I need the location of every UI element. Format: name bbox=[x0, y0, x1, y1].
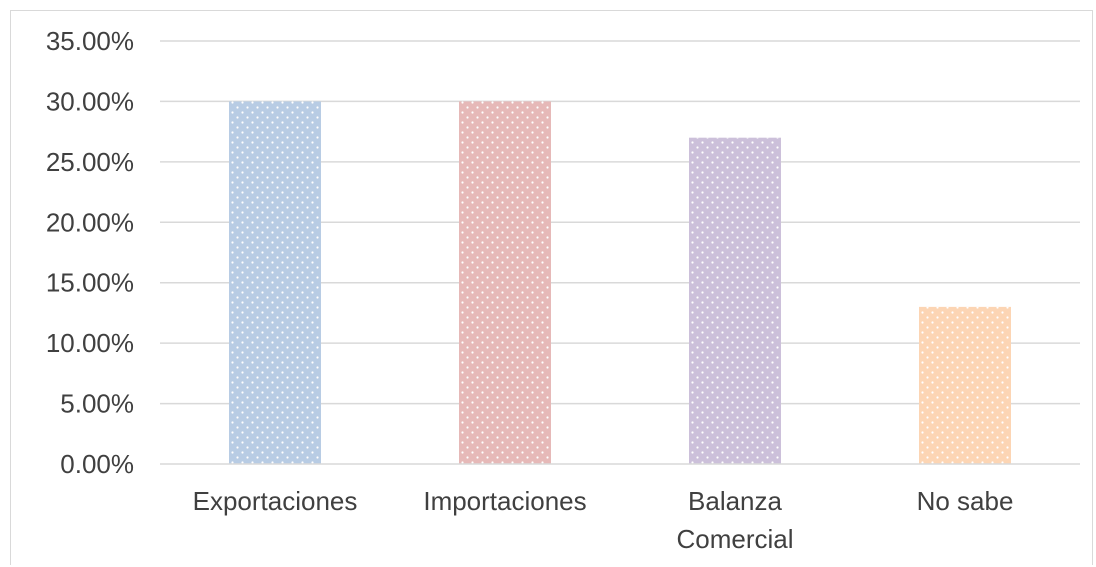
bar-dot-pattern bbox=[229, 101, 321, 464]
y-tick-label: 35.00% bbox=[46, 26, 134, 56]
y-tick-label: 20.00% bbox=[46, 207, 134, 237]
bars bbox=[229, 101, 1011, 464]
bar bbox=[689, 137, 781, 464]
y-tick-label: 0.00% bbox=[60, 449, 134, 479]
chart-frame bbox=[10, 10, 1093, 565]
x-axis-labels: Exportaciones Importaciones Balanza Comerci… bbox=[193, 486, 1014, 554]
bar bbox=[459, 101, 551, 464]
y-tick-label: 15.00% bbox=[46, 268, 134, 298]
x-tick-label: Balanza bbox=[688, 486, 782, 516]
bar bbox=[229, 101, 321, 464]
y-tick-label: 5.00% bbox=[60, 389, 134, 419]
bar bbox=[919, 306, 1011, 464]
x-tick-label: Comercial bbox=[676, 524, 793, 554]
bar-dot-pattern bbox=[919, 306, 1011, 464]
x-tick-label: Exportaciones bbox=[193, 486, 358, 516]
bar-dot-pattern bbox=[459, 101, 551, 464]
y-tick-label: 25.00% bbox=[46, 147, 134, 177]
x-tick-label: No sabe bbox=[917, 486, 1014, 516]
bar-dot-pattern bbox=[689, 137, 781, 464]
y-axis-ticks: 0.00% 5.00% 10.00% 15.00% 20.00% 25.00% 30.00%… bbox=[46, 26, 134, 479]
y-tick-label: 30.00% bbox=[46, 86, 134, 116]
x-tick-label: Importaciones bbox=[423, 486, 586, 516]
y-tick-label: 10.00% bbox=[46, 328, 134, 358]
